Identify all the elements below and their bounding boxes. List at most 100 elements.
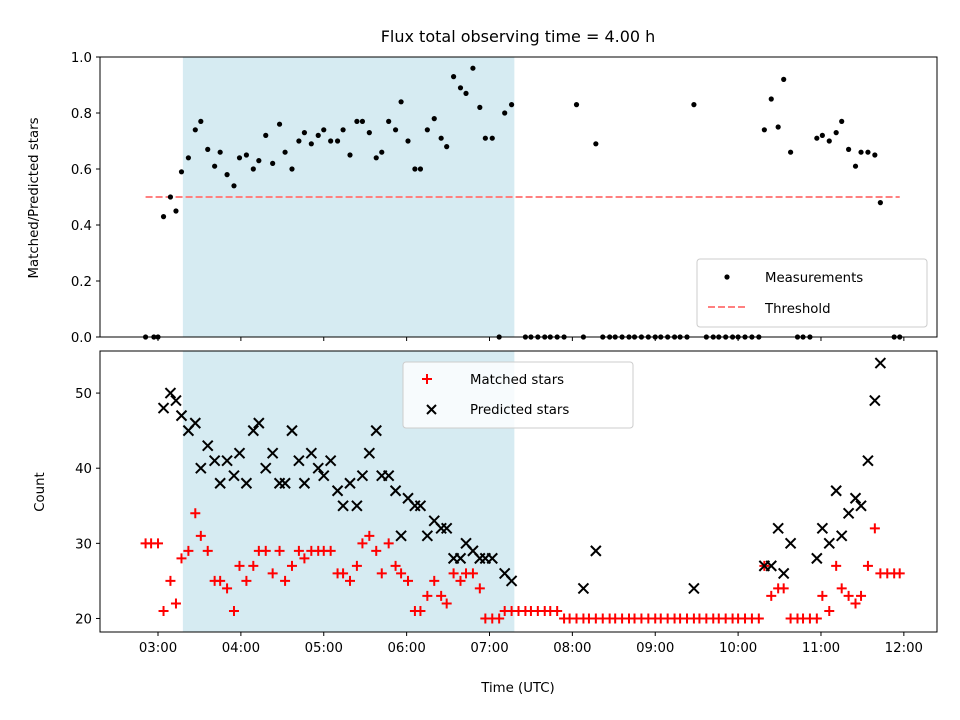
count-axes-frame	[99, 350, 938, 633]
measurement-point	[839, 118, 845, 124]
matched-stars-point	[195, 530, 206, 541]
predicted-stars-point	[337, 500, 349, 512]
predicted-stars-point	[189, 417, 202, 429]
predicted-stars-point	[170, 394, 182, 407]
predicted-stars-point	[862, 454, 874, 467]
predicted-stars-point	[811, 552, 823, 565]
matched-stars-point	[415, 605, 426, 616]
matched-stars-point	[176, 553, 187, 564]
matched-stars-point	[286, 560, 297, 571]
measurement-point	[236, 155, 243, 161]
predicted-stars-point	[869, 394, 881, 407]
measurement-point	[160, 214, 167, 220]
predicted-stars-point	[164, 387, 177, 399]
x-tick-label: 09:00	[636, 641, 674, 656]
x-tick-label: 07:00	[470, 641, 508, 656]
matched-stars-point	[403, 575, 414, 586]
x-tick-label: 08:00	[553, 641, 591, 656]
matched-stars-point	[441, 598, 452, 609]
measurement-point	[482, 135, 488, 141]
measurement-point	[212, 163, 218, 169]
predicted-stars-point	[777, 567, 790, 580]
ratio-y-axis-label: Matched/Predicted stars	[27, 117, 42, 278]
matched-stars-point	[241, 575, 252, 586]
measurement-point	[417, 166, 424, 172]
count-y-ticks: 20 30 40 50	[75, 387, 100, 627]
measurement-point	[392, 127, 399, 133]
y-tick-label: 0.2	[71, 275, 92, 290]
measurement-point	[366, 130, 372, 136]
matched-stars-point	[396, 568, 407, 579]
y-tick-label: 0.6	[71, 163, 92, 178]
matched-stars-point	[843, 590, 854, 601]
matched-stars-point	[325, 545, 336, 556]
ratio-x-ticks	[157, 337, 905, 341]
measurement-point	[173, 208, 179, 214]
measurement-point	[167, 194, 174, 200]
matched-stars-point	[766, 590, 777, 601]
measurement-point	[379, 149, 385, 155]
measurement-point	[321, 127, 327, 133]
measurement-point	[438, 135, 444, 141]
x-tick-label: 11:00	[802, 641, 840, 656]
matched-stars-point	[383, 538, 394, 549]
measurement-point	[354, 118, 360, 124]
count-legend-box	[402, 361, 634, 429]
predicted-stars-point	[454, 552, 467, 565]
matched-stars-point	[390, 560, 401, 571]
matched-stars-point	[280, 575, 291, 586]
measurement-point	[373, 155, 379, 161]
predicted-stars-point	[318, 470, 330, 482]
matched-stars-point	[228, 605, 239, 616]
x-tick-label: 06:00	[387, 641, 425, 656]
matched-stars-point	[351, 560, 362, 571]
y-tick-label: 30	[75, 537, 92, 552]
matched-stars-point	[371, 545, 382, 556]
matched-stars-point	[850, 598, 861, 609]
predicted-stars-point	[279, 477, 291, 489]
measurement-point	[852, 163, 859, 169]
predicted-stars-point	[208, 454, 221, 467]
predicted-stars-point	[835, 530, 848, 542]
predicted-stars-point	[233, 447, 246, 459]
measurement-point	[308, 141, 314, 147]
measurement-point	[787, 149, 794, 155]
matched-stars-point	[494, 613, 505, 624]
matched-stars-point	[260, 545, 271, 556]
y-tick-label: 50	[75, 387, 92, 402]
measurement-point	[334, 138, 341, 144]
matched-stars-point	[234, 560, 245, 571]
measurement-point	[405, 138, 411, 144]
measurement-point	[270, 160, 276, 166]
predicted-stars-point	[240, 477, 253, 489]
measurement-point	[463, 90, 469, 96]
measurement-point	[328, 138, 334, 144]
x-tick-label: 10:00	[719, 641, 757, 656]
matched-stars-point	[338, 568, 349, 579]
predicted-stars-point	[351, 500, 363, 512]
measurement-point	[833, 130, 839, 136]
measurement-point	[205, 146, 211, 152]
measurement-point	[761, 127, 767, 133]
measurement-point	[444, 144, 450, 150]
matched-stars-point	[183, 545, 194, 556]
measurement-point	[178, 169, 185, 175]
measurement-point	[340, 127, 346, 133]
matched-stars-point	[158, 605, 169, 616]
legend-predicted-marker	[426, 404, 437, 415]
legend-matched-label: Matched stars	[470, 373, 564, 388]
x-tick-label: 03:00	[139, 641, 177, 656]
predicted-stars-point	[363, 447, 376, 459]
measurement-point	[691, 102, 697, 108]
measurement-point	[846, 146, 852, 152]
matched-stars-point	[153, 538, 164, 549]
matched-stars-point	[436, 590, 447, 601]
measurement-point	[470, 65, 476, 71]
predicted-stars-point	[260, 462, 272, 474]
predicted-stars-point	[389, 485, 402, 497]
matched-stars-point	[299, 553, 310, 564]
matched-stars-point	[429, 575, 440, 586]
matched-stars-point	[222, 583, 233, 594]
measurement-point	[781, 76, 787, 82]
